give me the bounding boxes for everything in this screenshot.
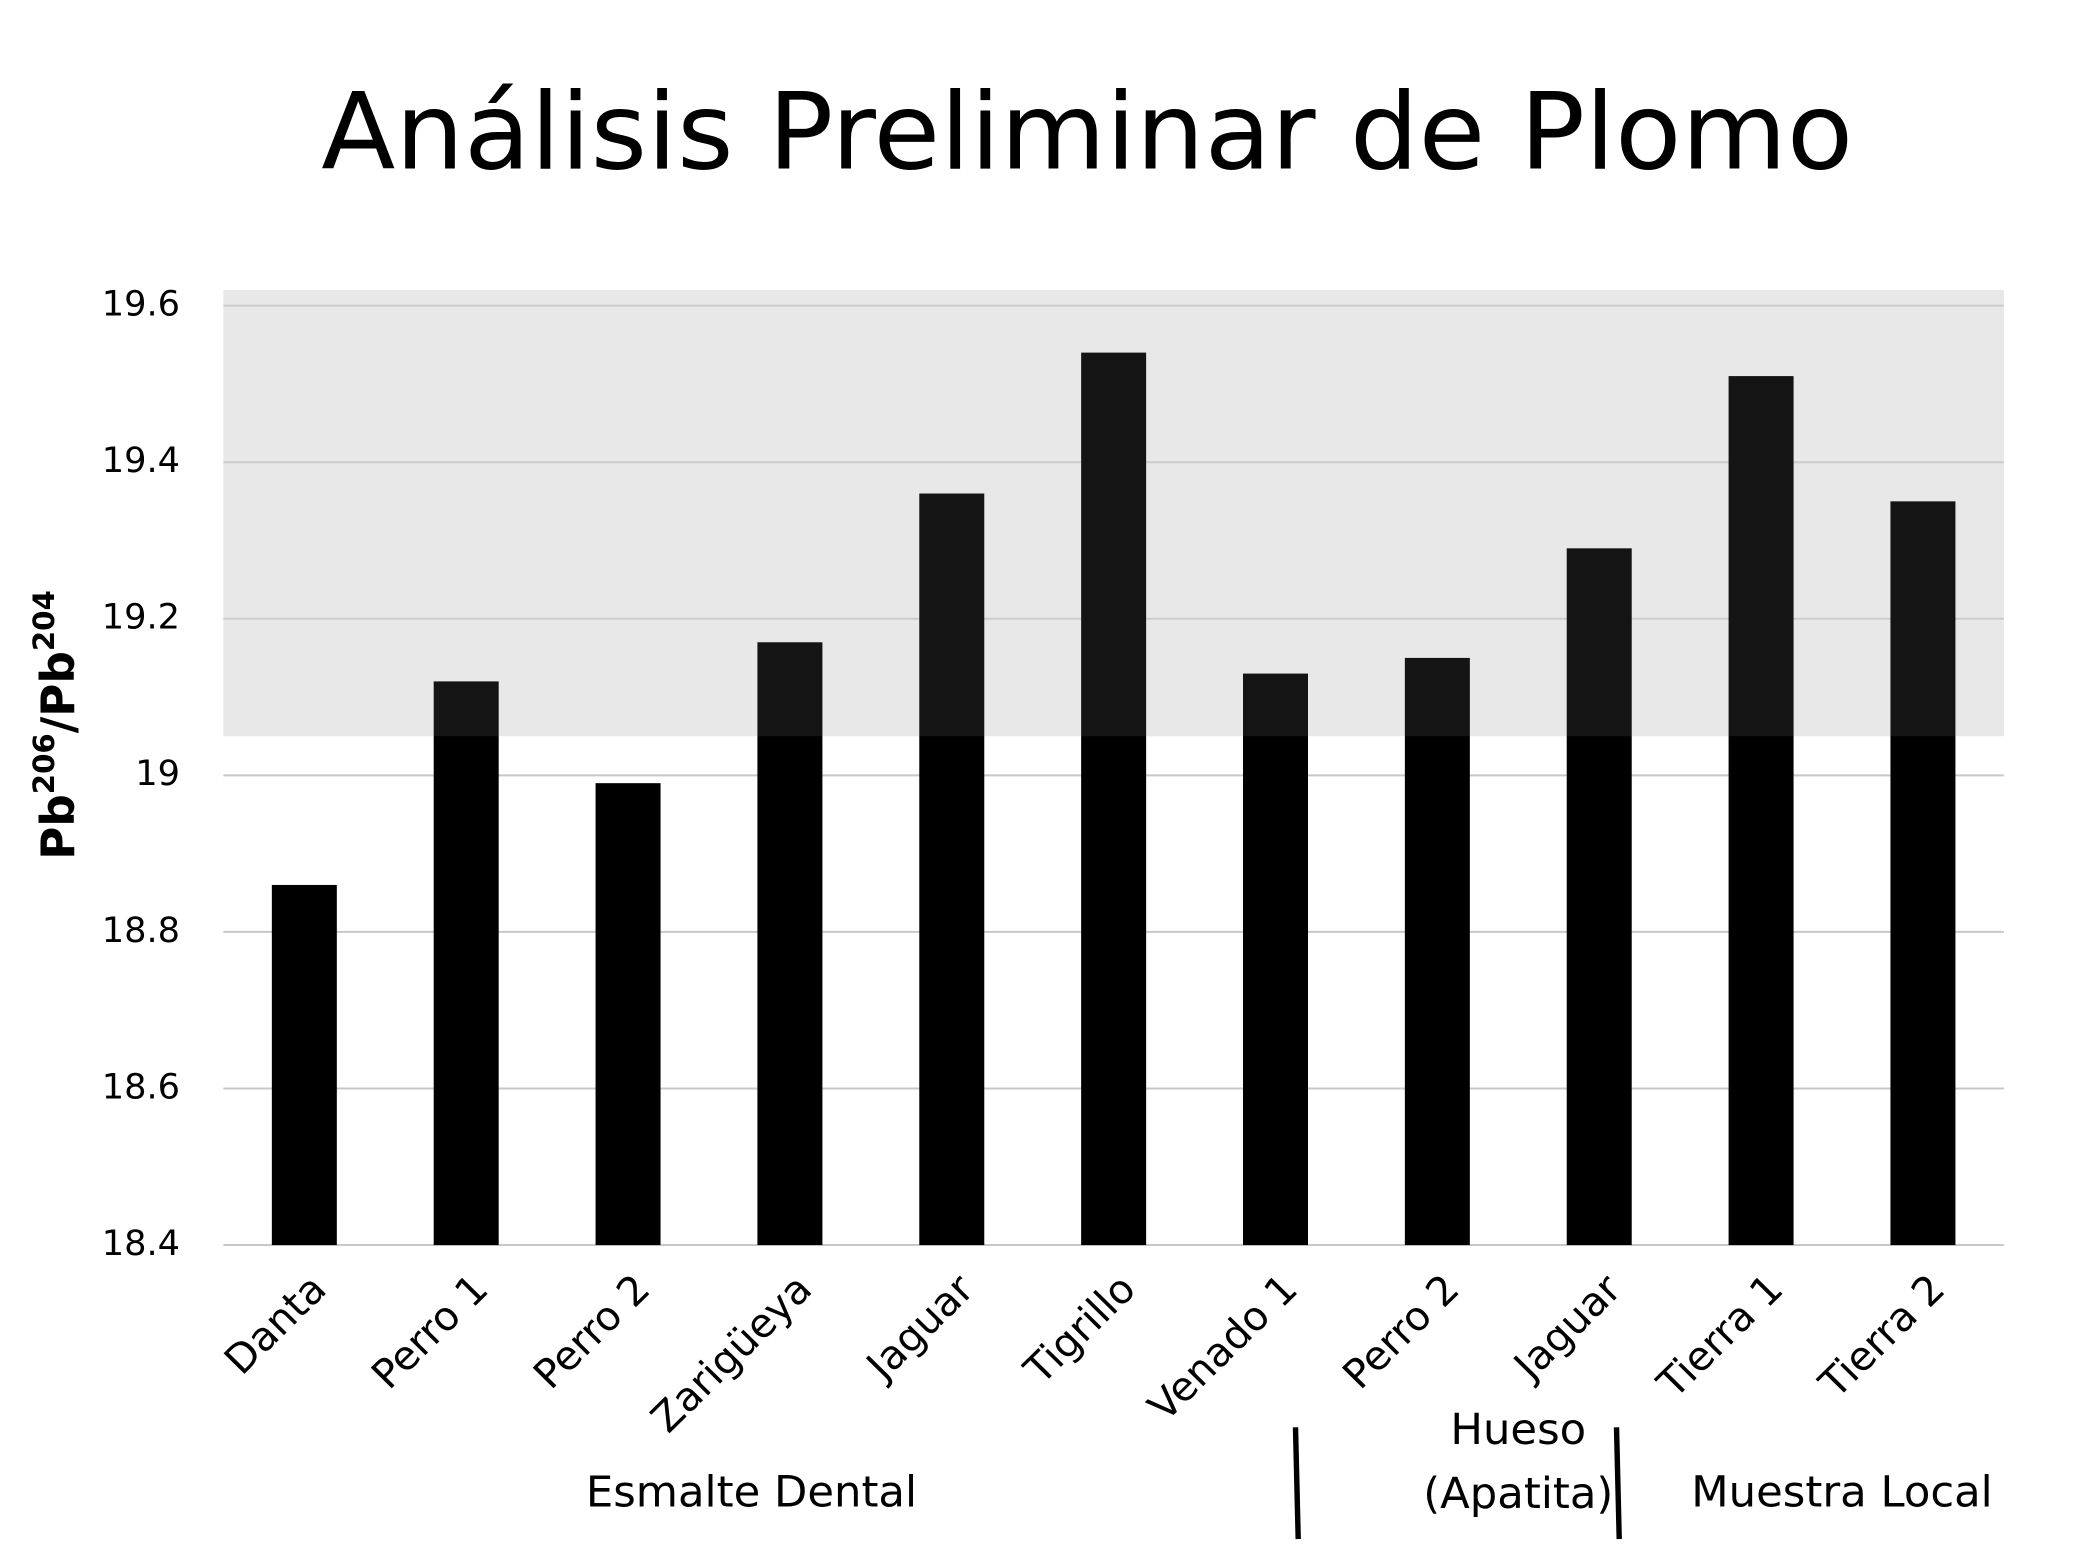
- group-divider: [1613, 1427, 1622, 1540]
- bar: [757, 642, 823, 1246]
- bar: [1728, 376, 1794, 1246]
- x-tick-label: Tigrillo: [1015, 1266, 1145, 1393]
- bar: [1081, 352, 1147, 1246]
- x-tick-label: Jaguar: [856, 1266, 983, 1391]
- bar: [1243, 673, 1308, 1246]
- y-tick-label: 19.4: [102, 441, 180, 481]
- y-label-part: 204: [26, 590, 60, 651]
- bar: [1404, 657, 1470, 1246]
- x-tick-label: Tierra 1: [1648, 1266, 1792, 1407]
- x-tick-label: Danta: [216, 1266, 336, 1383]
- chart-title: Análisis Preliminar de Plomo: [321, 71, 1853, 195]
- x-tick-label: Perro 2: [525, 1266, 659, 1398]
- x-tick-label: Zarigüeya: [643, 1266, 822, 1441]
- bar: [1890, 501, 1956, 1246]
- bar: [271, 884, 337, 1246]
- group-label: Muestra Local: [1691, 1468, 1992, 1518]
- bar: [1566, 548, 1632, 1246]
- x-tick-label: Perro 2: [1334, 1266, 1468, 1398]
- group-divider: [1292, 1427, 1301, 1540]
- y-label-part: 206: [26, 733, 60, 794]
- group-label: Esmalte Dental: [586, 1468, 917, 1518]
- x-tick-label: Perro 1: [363, 1266, 497, 1398]
- y-label-part: /Pb: [31, 651, 84, 733]
- y-tick-label: 18.6: [102, 1068, 180, 1108]
- group-label: Hueso: [1450, 1405, 1586, 1455]
- x-tick-label: Tierra 2: [1810, 1266, 1954, 1407]
- x-tick-label: Jaguar: [1504, 1266, 1631, 1391]
- group-label: (Apatita): [1423, 1469, 1613, 1519]
- y-tick-label: 19.2: [102, 598, 180, 638]
- x-tick-label: Venado 1: [1140, 1266, 1307, 1430]
- y-tick-label: 19: [135, 755, 180, 795]
- bar: [595, 783, 661, 1246]
- y-tick-label: 19.6: [102, 285, 180, 325]
- y-label-part: Pb: [31, 794, 84, 860]
- shade-overlay: [223, 289, 2004, 737]
- y-axis-label: Pb206/Pb204: [26, 590, 85, 860]
- bar: [919, 493, 985, 1246]
- bar: [433, 681, 499, 1246]
- y-tick-label: 18.4: [102, 1224, 180, 1264]
- y-tick-label: 18.8: [102, 911, 180, 951]
